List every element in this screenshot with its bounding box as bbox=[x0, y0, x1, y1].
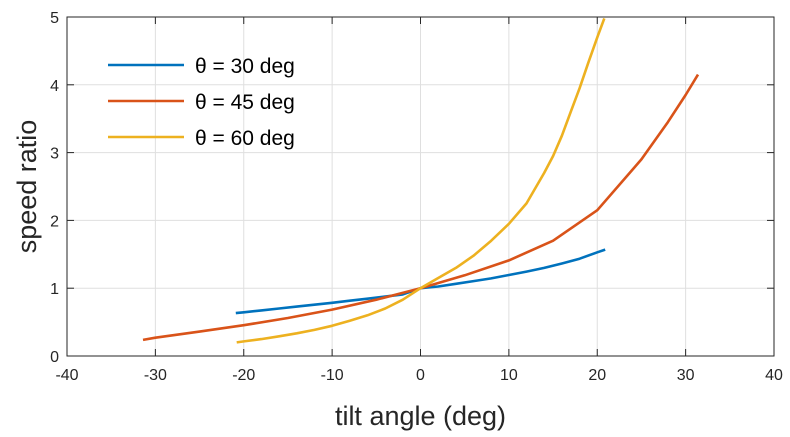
x-tick-label: -10 bbox=[321, 367, 344, 384]
y-tick-label: 1 bbox=[50, 281, 59, 298]
x-tick-label: -20 bbox=[232, 367, 255, 384]
x-tick-label: -40 bbox=[55, 367, 78, 384]
x-axis-label: tilt angle (deg) bbox=[335, 401, 506, 431]
grid-lines bbox=[66, 16, 775, 357]
y-axis-label: speed ratio bbox=[12, 120, 42, 254]
legend: θ = 30 deg θ = 45 deg θ = 60 deg bbox=[108, 55, 295, 150]
tick-labels: -40 -30 -20 -10 0 10 20 30 40 0 1 2 3 4 5 bbox=[50, 10, 783, 384]
x-tick-label: 30 bbox=[677, 367, 695, 384]
x-tick-label: 10 bbox=[500, 367, 518, 384]
y-tick-label: 2 bbox=[50, 213, 59, 230]
axis-ticks bbox=[66, 16, 775, 357]
x-tick-label: 40 bbox=[765, 367, 783, 384]
y-tick-label: 0 bbox=[50, 349, 59, 366]
y-tick-label: 4 bbox=[50, 78, 59, 95]
legend-entry-2: θ = 45 deg bbox=[195, 91, 295, 114]
series-line-3 bbox=[236, 17, 606, 344]
x-tick-label: 0 bbox=[416, 367, 425, 384]
y-tick-label: 5 bbox=[50, 10, 59, 27]
series-lines bbox=[142, 17, 700, 344]
y-tick-label: 3 bbox=[50, 146, 59, 163]
x-tick-label: 20 bbox=[588, 367, 606, 384]
legend-entry-3: θ = 60 deg bbox=[195, 127, 295, 150]
x-tick-label: -30 bbox=[144, 367, 167, 384]
series-line-2 bbox=[142, 73, 700, 342]
legend-entry-1: θ = 30 deg bbox=[195, 55, 295, 78]
